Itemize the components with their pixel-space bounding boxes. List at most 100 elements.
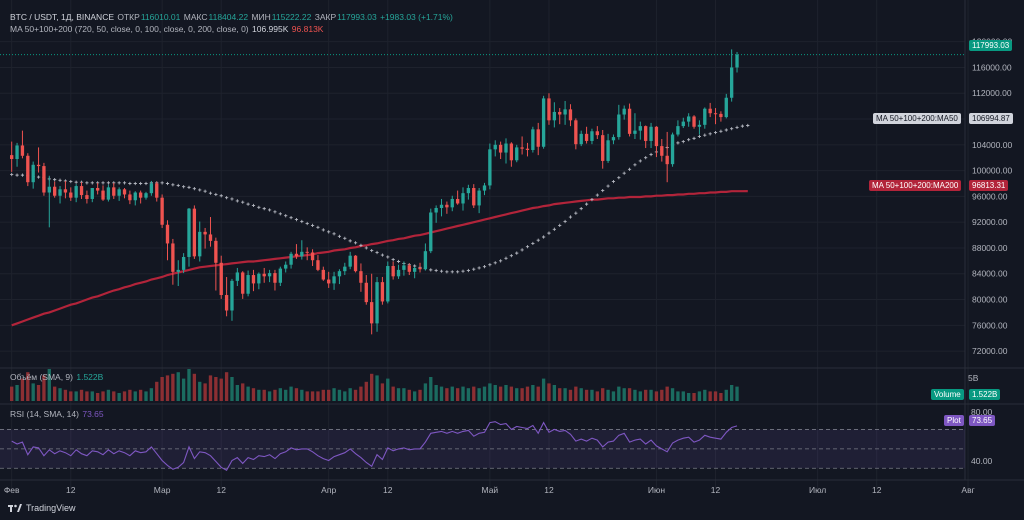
ma50-marker [321,228,325,232]
volume-bar [257,389,261,401]
open-value: 116010.01 [140,12,181,22]
candle-body [214,240,218,263]
candle-body [74,186,78,198]
volume-legend: Объём (SMA, 9) 1.522B [10,372,104,383]
ma50-tag-value: 106994.87 [972,114,1010,123]
candle-body [176,269,180,272]
rsi-pane [0,421,965,471]
candle-body [375,282,379,324]
candle-body [42,166,46,193]
volume-bar [654,391,659,401]
volume-bar [165,375,170,401]
ma50-marker [192,187,196,191]
ma50-value: 106.995K [252,24,289,34]
volume-bar [670,388,675,401]
volume-bar [375,375,379,401]
volume-label[interactable]: Объём (SMA, 9) [10,372,73,382]
ma50-marker [165,181,170,186]
volume-bar [31,383,35,401]
volume-bar [15,385,19,401]
volume-bar [606,389,610,401]
candle-body [703,108,707,125]
volume-bar [681,391,685,401]
volume-bar [627,388,632,401]
candle-body [63,189,68,193]
candle-body [687,116,691,122]
volume-bar [477,388,481,401]
symbol-name[interactable]: BTC / USDT, 1Д, BINANCE [10,12,114,22]
ma50-marker [53,178,57,182]
candle-body [719,113,723,118]
volume-bar [117,393,121,401]
volume-bar [359,386,363,401]
candle-body [278,268,282,283]
last-price-tag: 117993.03 [969,40,1013,51]
ma50-marker [133,181,137,186]
candle-body [203,231,207,235]
candle-body [541,98,546,147]
candle-body [423,251,428,270]
volume-bar [289,386,293,401]
price-axis-label: 84000.00 [972,269,1008,279]
ma50-marker [558,223,562,227]
ma50-marker [622,171,626,175]
ma50-marker [574,211,578,215]
volume-bar [214,377,218,401]
ma50-marker [735,125,739,130]
candle-body [665,155,669,165]
candle-body [450,198,454,208]
ma50-marker [429,268,433,272]
ma50-marker [724,128,728,132]
volume-bar [241,383,245,401]
price-axis-label: 88000.00 [972,243,1008,253]
volume-bar [450,386,454,401]
candle-body [58,189,62,196]
rsi-label[interactable]: RSI (14, SMA, 14) [10,409,79,419]
volume-bar [423,383,428,401]
volume-bar [396,388,401,401]
price-axis-label: 104000.00 [972,140,1012,150]
candle-body [284,264,288,269]
volume-bar [617,386,621,401]
volume-bar [434,385,438,401]
rsi-value: 73.65 [82,409,104,419]
ma50-marker [36,175,41,179]
tradingview-logo[interactable]: TradingView [8,503,76,513]
candle-body [95,188,100,191]
volume-bar [493,385,497,401]
volume-bar [665,386,669,401]
volume-bar [558,388,562,401]
time-axis-label: Мар [154,485,171,495]
candle-body [359,271,363,283]
candle-body [106,187,111,200]
volume-bar [364,381,368,401]
ma50-marker [633,163,637,167]
time-axis-label: Май [482,485,499,495]
ma50-marker [386,255,390,259]
candle-body [316,260,320,270]
time-axis-label: 12 [544,485,554,495]
ma200-path [11,190,748,327]
volume-bar [601,388,605,401]
volume-bar [138,389,143,401]
price-axis-label: 76000.00 [972,320,1008,330]
candle-body [595,131,599,136]
volume-bar [26,372,30,401]
candle-body [364,282,368,303]
candle-body [488,149,492,186]
volume-bar [144,391,148,401]
volume-bar [155,381,159,401]
candle-body [391,266,395,277]
ma-indicator-label[interactable]: MA 50+100+200 (720, 50, close, 0, 100, c… [10,24,249,34]
ma50-marker [90,181,94,185]
volume-bar [246,386,250,401]
candle-body [606,140,610,161]
price-axis: 120000.00116000.00112000.00108000.001040… [972,37,1012,356]
ma50-marker [273,210,277,214]
volume-bar [47,369,51,401]
ma200-tag-label: MA 50+100+200:MA200 [872,181,959,190]
candle-body [224,295,229,311]
ma50-marker [730,127,734,131]
volume-bar [69,391,73,401]
